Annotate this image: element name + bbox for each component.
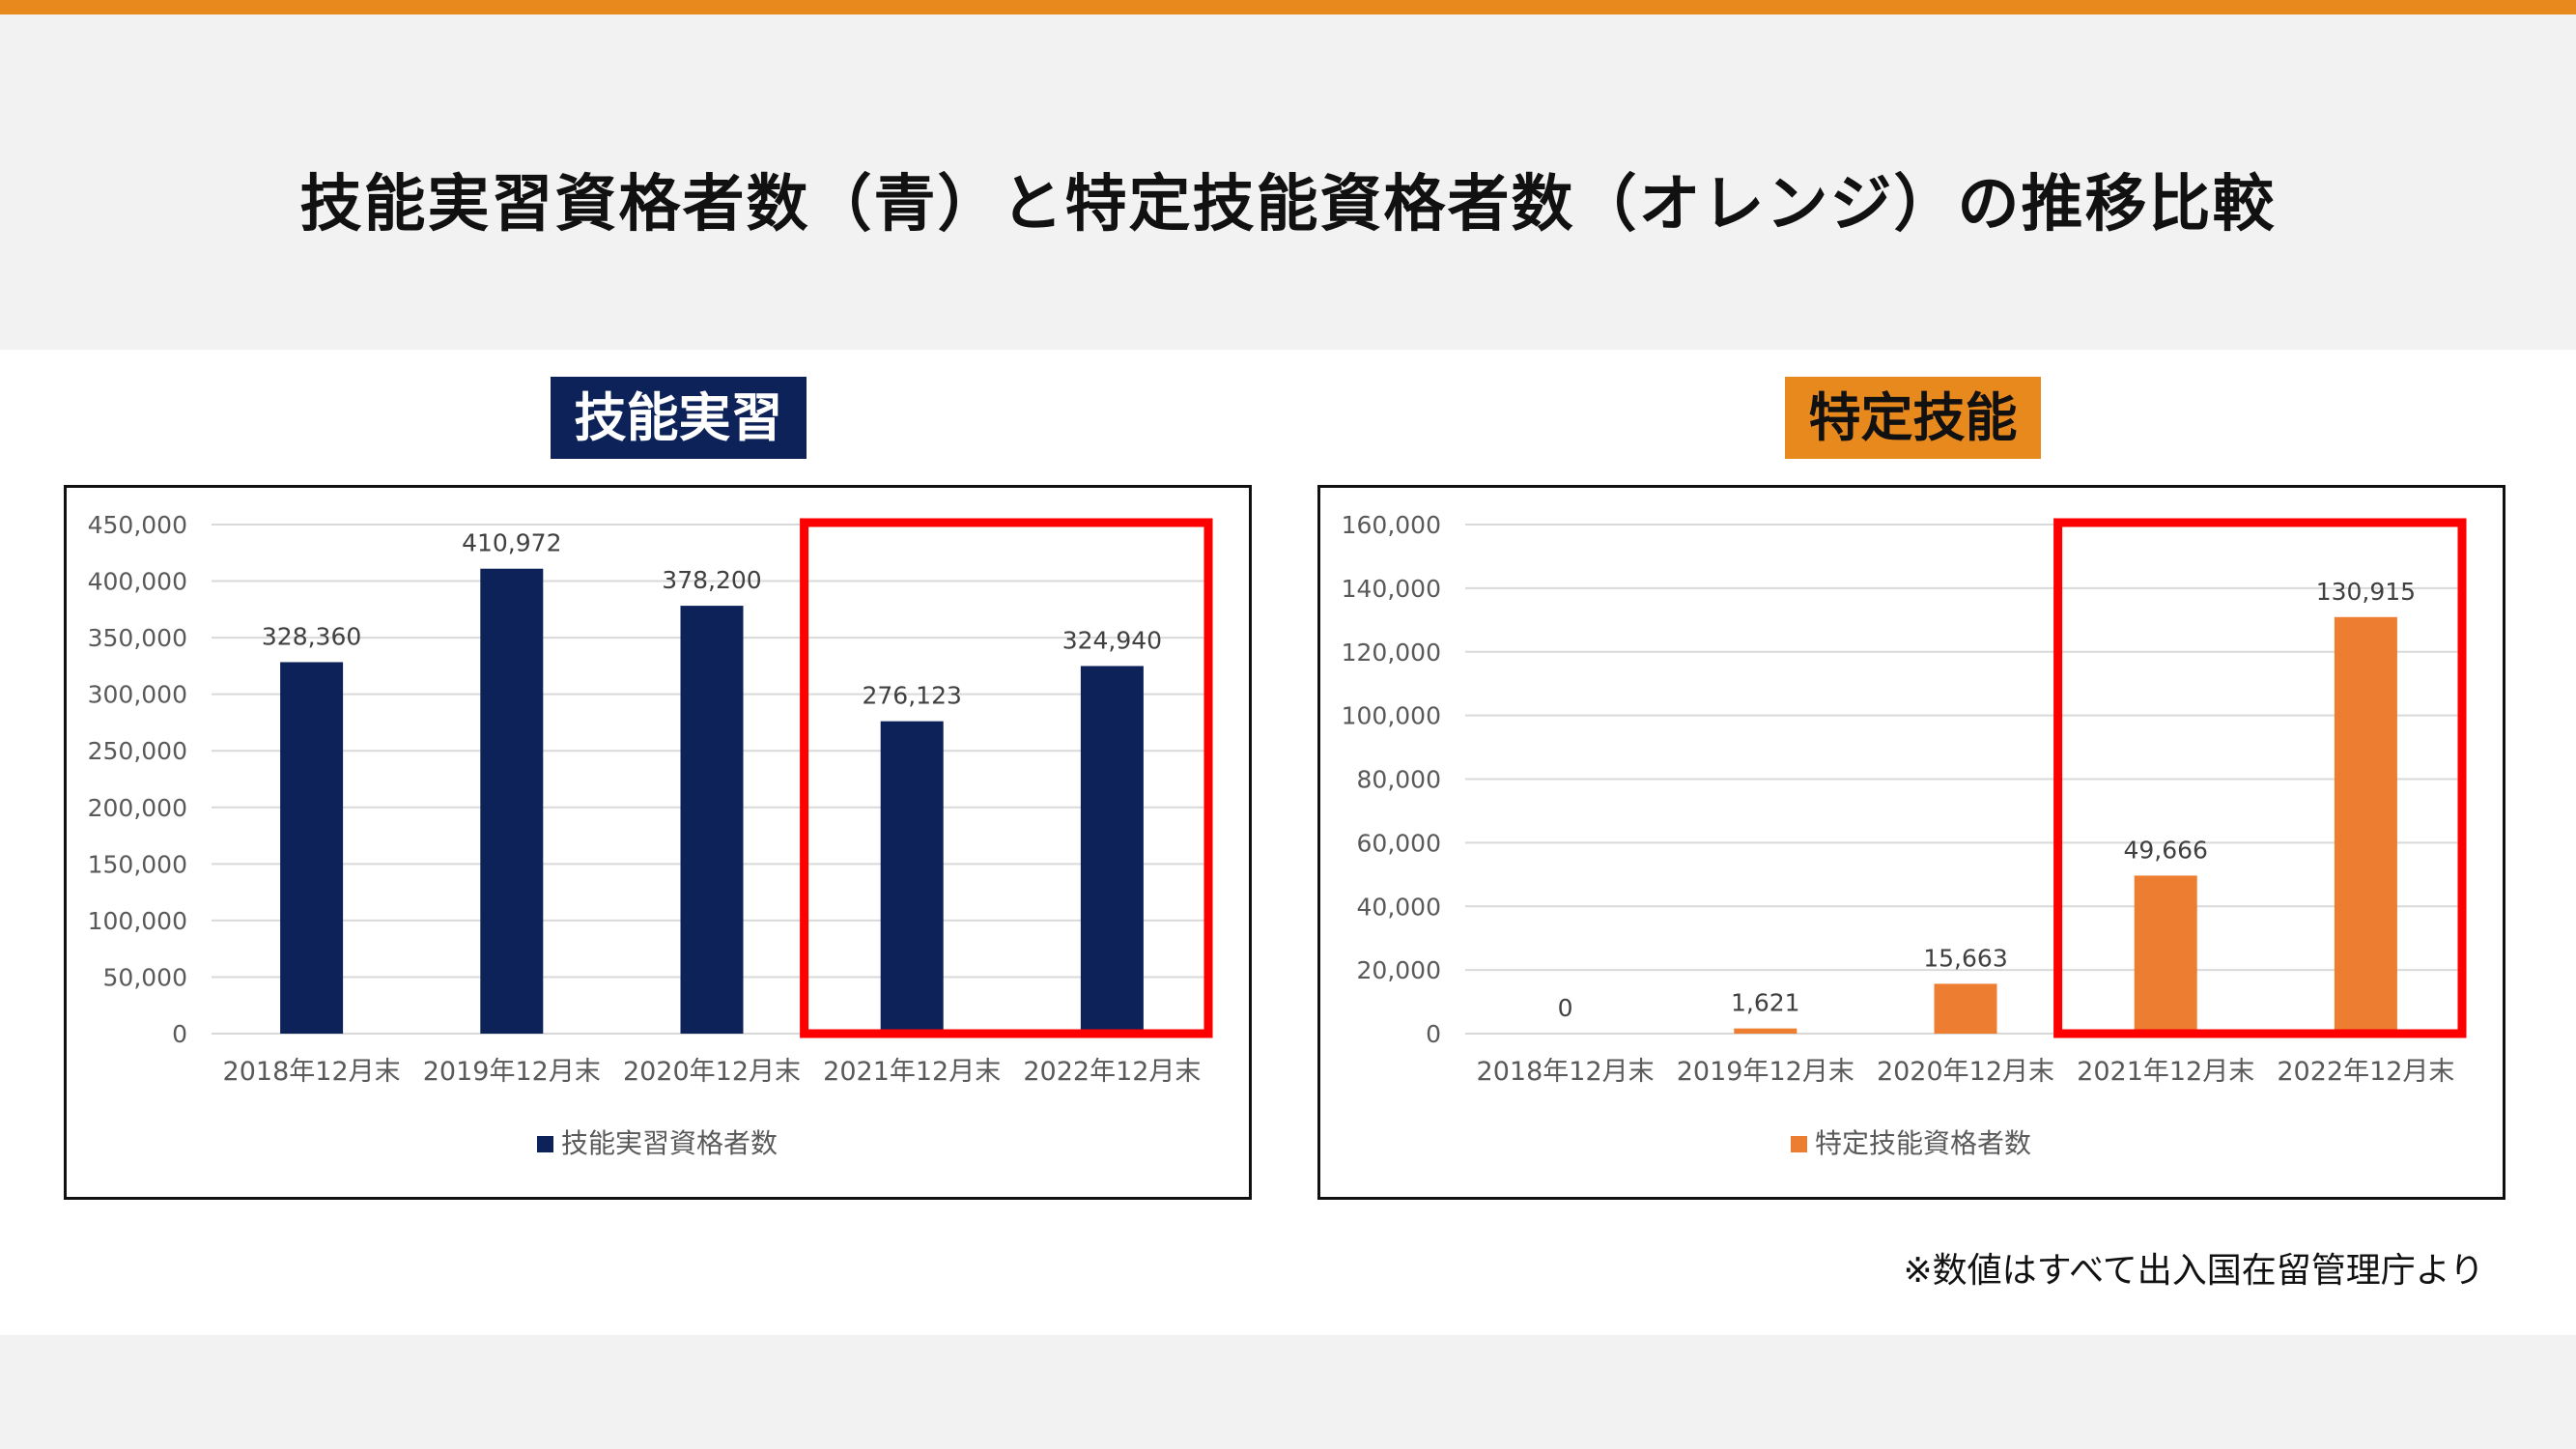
left-ytick-label: 0 xyxy=(172,1020,187,1048)
left-data-label: 378,200 xyxy=(662,566,761,594)
right-bar xyxy=(1934,983,1997,1034)
left-highlight-box xyxy=(800,518,1213,1038)
right-data-label: 49,666 xyxy=(2123,836,2207,864)
right-legend: 特定技能資格者数 xyxy=(1791,1127,2031,1159)
top-accent-bar xyxy=(0,0,2576,14)
source-footnote: ※数値はすべて出入国在留管理庁より xyxy=(1903,1251,2484,1291)
right-bar-chart: 0 20,000 40,000 60,000 80,000 100,000 120,000 1… xyxy=(1342,511,2467,1159)
right-category-label: 2021年12月末 xyxy=(2077,1057,2254,1087)
bottom-band xyxy=(0,1335,2576,1449)
left-ytick-label: 50,000 xyxy=(103,963,187,991)
right-ytick-label: 160,000 xyxy=(1342,511,1441,539)
left-chart-frame: 0 50,000 100,000 150,000 200,000 250,000 300,0… xyxy=(64,485,1252,1200)
left-bar xyxy=(680,606,744,1034)
left-ytick-label: 150,000 xyxy=(88,850,187,878)
right-bar xyxy=(2134,875,2197,1034)
left-data-label: 328,360 xyxy=(262,622,361,650)
left-bar-chart: 0 50,000 100,000 150,000 200,000 250,000 300,0… xyxy=(88,511,1213,1159)
left-data-label: 276,123 xyxy=(863,682,962,710)
left-bar xyxy=(1080,666,1144,1034)
right-category-label: 2020年12月末 xyxy=(1877,1057,2054,1087)
right-data-label: 0 xyxy=(1558,994,1573,1022)
left-data-label: 324,940 xyxy=(1062,626,1162,654)
right-ytick-label: 100,000 xyxy=(1342,702,1441,730)
left-ytick-label: 400,000 xyxy=(88,568,187,596)
right-bar xyxy=(2334,616,2397,1034)
left-ytick-label: 200,000 xyxy=(88,794,187,822)
right-category-label: 2018年12月末 xyxy=(1477,1057,1655,1087)
left-bar xyxy=(280,662,344,1034)
left-category-label: 2022年12月末 xyxy=(1023,1057,1201,1087)
left-category-label: 2018年12月末 xyxy=(223,1057,401,1087)
right-ytick-label: 0 xyxy=(1426,1020,1441,1048)
left-category-label: 2020年12月末 xyxy=(623,1057,801,1087)
right-legend-swatch xyxy=(1791,1136,1807,1152)
right-data-label: 130,915 xyxy=(2316,578,2416,606)
right-chart-label: 特定技能 xyxy=(1785,377,2041,459)
left-category-label: 2019年12月末 xyxy=(423,1057,601,1087)
right-category-label: 2022年12月末 xyxy=(2277,1057,2454,1087)
left-legend-label: 技能実習資格者数 xyxy=(561,1127,778,1159)
right-data-label: 15,663 xyxy=(1923,944,2007,972)
right-data-label: 1,621 xyxy=(1731,989,1800,1017)
left-legend-swatch xyxy=(537,1136,553,1152)
right-ytick-label: 40,000 xyxy=(1357,893,1441,921)
right-legend-label: 特定技能資格者数 xyxy=(1815,1127,2031,1159)
right-ytick-label: 60,000 xyxy=(1357,829,1441,857)
left-bar xyxy=(480,568,544,1034)
right-ytick-label: 80,000 xyxy=(1357,766,1441,794)
slide-title: 技能実習資格者数（青）と特定技能資格者数（オレンジ）の推移比較 xyxy=(299,169,2277,241)
left-chart-label: 技能実習 xyxy=(551,377,807,459)
left-ytick-label: 350,000 xyxy=(88,624,187,652)
right-ytick-label: 20,000 xyxy=(1357,956,1441,984)
left-ytick-label: 300,000 xyxy=(88,681,187,709)
left-ytick-label: 250,000 xyxy=(88,737,187,765)
right-category-label: 2019年12月末 xyxy=(1677,1057,1854,1087)
right-highlight-box xyxy=(2053,518,2467,1038)
left-ytick-label: 100,000 xyxy=(88,907,187,935)
header-band xyxy=(0,14,2576,350)
right-ytick-label: 140,000 xyxy=(1342,575,1441,603)
right-chart-frame: 0 20,000 40,000 60,000 80,000 100,000 120,000 1… xyxy=(1317,485,2505,1200)
right-ytick-label: 120,000 xyxy=(1342,639,1441,667)
left-ytick-label: 450,000 xyxy=(88,511,187,539)
left-data-label: 410,972 xyxy=(462,529,561,557)
right-bar xyxy=(1734,1028,1798,1034)
left-legend: 技能実習資格者数 xyxy=(537,1127,778,1159)
left-category-label: 2021年12月末 xyxy=(823,1057,1001,1087)
left-bar xyxy=(880,721,944,1034)
